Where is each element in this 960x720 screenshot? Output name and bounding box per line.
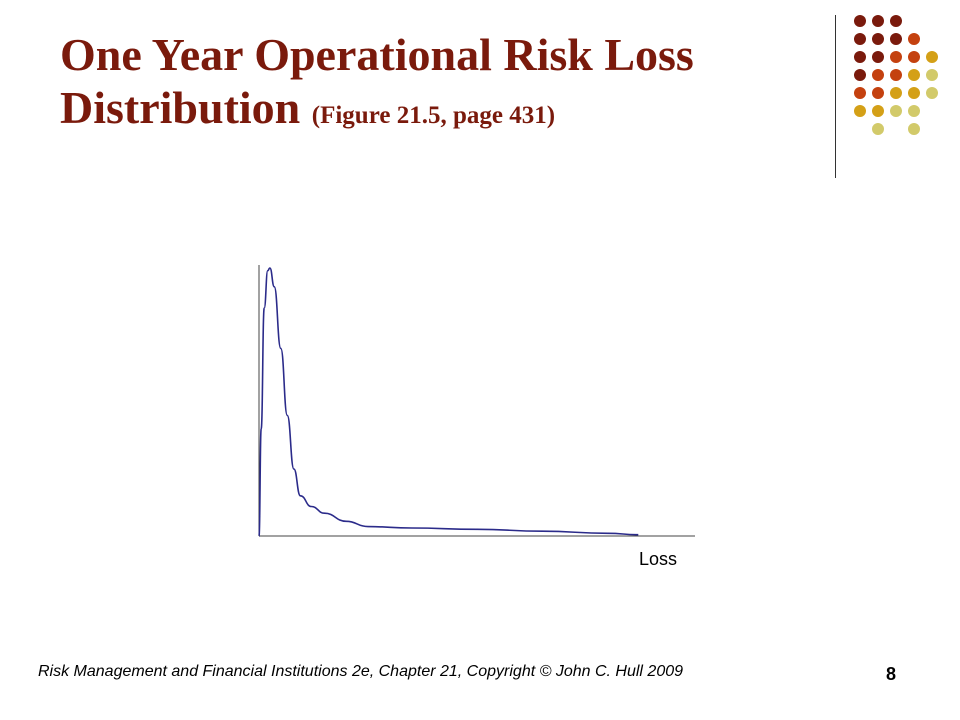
slide-title-main: One Year Operational Risk Loss Distribut… (60, 29, 694, 134)
decorative-dot (872, 123, 884, 135)
decorative-dot (890, 105, 902, 117)
slide-title: One Year Operational Risk Loss Distribut… (60, 28, 800, 135)
decorative-dot (890, 69, 902, 81)
slide-title-figure-ref: (Figure 21.5, page 431) (311, 102, 556, 130)
decorative-dot (854, 69, 866, 81)
footer-citation: Risk Management and Financial Institutio… (38, 663, 684, 680)
decorative-dot (908, 105, 920, 117)
page-number: 8 (886, 664, 897, 684)
decorative-dot (908, 33, 920, 45)
decorative-dot (890, 33, 902, 45)
decorative-dot (854, 33, 866, 45)
decorative-dot (872, 15, 884, 27)
decorative-dot (890, 15, 902, 27)
decorative-dot (854, 51, 866, 63)
decorative-dot (872, 69, 884, 81)
decorative-dot (854, 87, 866, 99)
decorative-dot (908, 87, 920, 99)
decorative-dot (872, 33, 884, 45)
decorative-divider (835, 15, 836, 178)
decorative-dot (854, 15, 866, 27)
decorative-dot (890, 87, 902, 99)
decorative-dot (872, 51, 884, 63)
decorative-dot (926, 51, 938, 63)
decorative-dot (908, 51, 920, 63)
series-line (258, 267, 639, 537)
decorative-dot (908, 69, 920, 81)
decorative-dot (854, 105, 866, 117)
decorative-dot (872, 105, 884, 117)
decorative-dot-grid (854, 15, 938, 135)
decorative-dot (872, 87, 884, 99)
decorative-dot (926, 69, 938, 81)
decorative-dot (908, 123, 920, 135)
x-axis-label: Loss (639, 549, 677, 569)
decorative-dot (890, 51, 902, 63)
decorative-dot (926, 87, 938, 99)
